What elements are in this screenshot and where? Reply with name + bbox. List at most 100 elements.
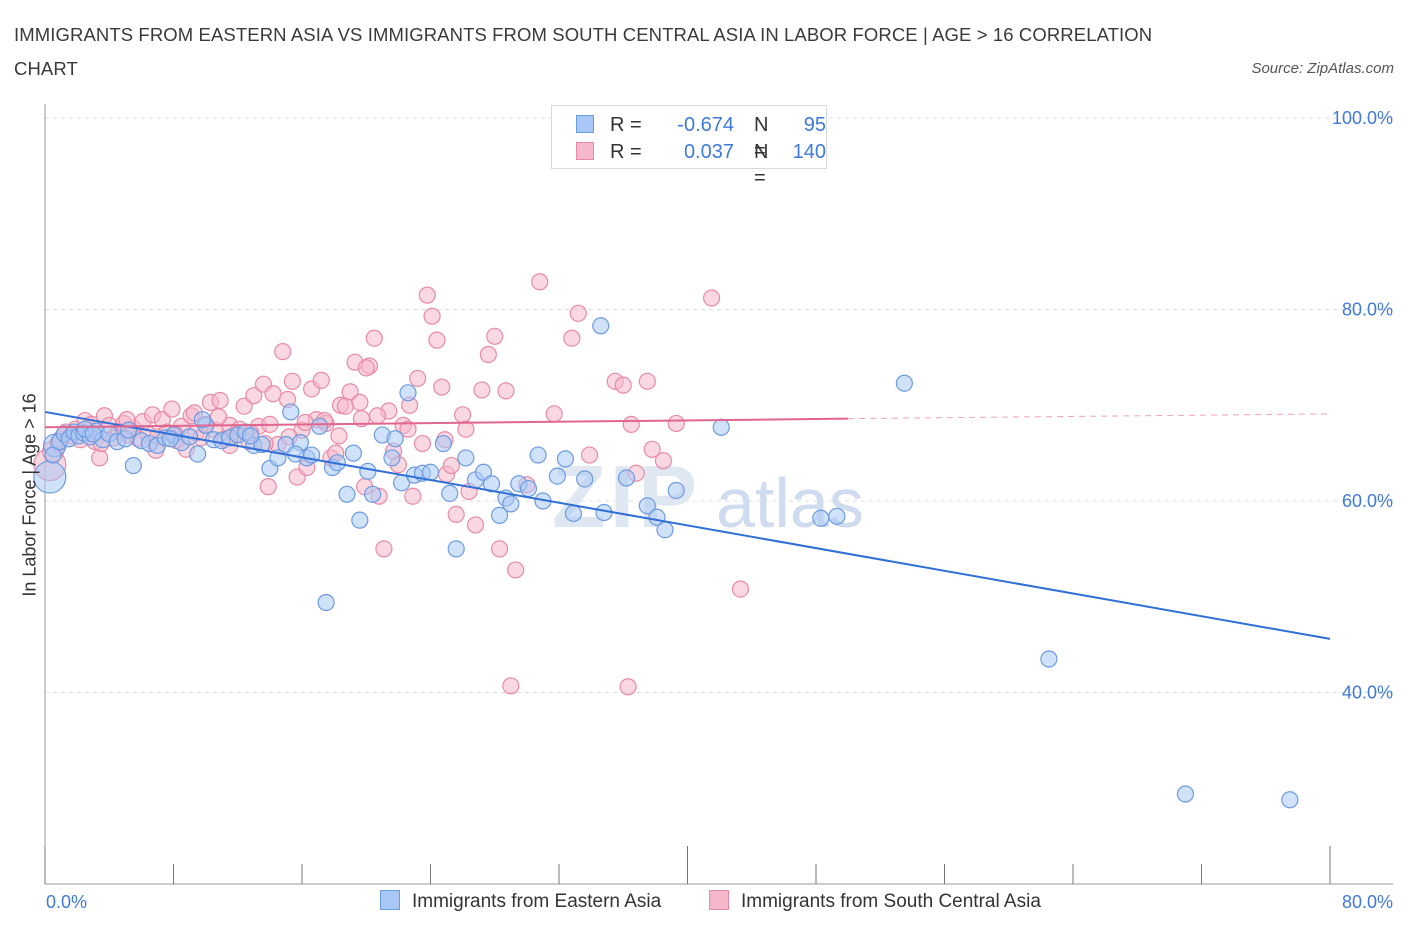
data-point-eastern-asia (490, 506, 509, 524)
data-point-eastern-asia (712, 418, 730, 436)
data-point-eastern-asia (317, 593, 335, 612)
bottom-legend-swatch-blue (380, 890, 400, 910)
data-point-south-central-asia (569, 304, 587, 322)
y-tick-label: 60.0% (1342, 491, 1393, 511)
data-point-south-central-asia (423, 307, 441, 325)
data-point-eastern-asia (359, 462, 377, 480)
source-label: Source: ZipAtlas.com (1251, 60, 1394, 77)
data-point-south-central-asia (368, 407, 387, 425)
data-point-eastern-asia (399, 384, 417, 402)
data-point-south-central-asia (442, 456, 460, 475)
data-point-south-central-asia (643, 440, 661, 458)
data-point-eastern-asia (1176, 785, 1195, 803)
data-point-eastern-asia (421, 463, 440, 481)
data-point-south-central-asia (351, 393, 369, 411)
data-point-south-central-asia (638, 372, 656, 390)
data-point-eastern-asia (351, 511, 369, 529)
data-point-eastern-asia (617, 469, 636, 487)
data-point-south-central-asia (507, 561, 525, 579)
data-point-south-central-asia (418, 286, 436, 304)
legend-swatch-blue (576, 115, 594, 133)
data-point-south-central-asia (486, 327, 504, 345)
data-point-eastern-asia (548, 467, 566, 485)
data-point-south-central-asia (375, 540, 393, 558)
data-point-eastern-asia (338, 485, 356, 503)
legend-n-label: N = (754, 141, 769, 189)
data-point-eastern-asia (828, 507, 846, 525)
bottom-legend-label: Immigrants from Eastern Asia (412, 891, 662, 912)
data-point-south-central-asia (479, 345, 497, 364)
data-point-south-central-asia (211, 391, 229, 410)
data-point-south-central-asia (413, 434, 432, 453)
data-point-eastern-asia (364, 485, 382, 503)
y-tick-labels: 40.0% 60.0% 80.0% 100.0% (1332, 108, 1393, 703)
y-tick-label: 40.0% (1342, 683, 1393, 703)
data-point-south-central-asia (428, 331, 446, 349)
data-point-eastern-asia (441, 484, 459, 502)
data-point-south-central-asia (447, 505, 465, 524)
data-point-eastern-asia (447, 540, 465, 558)
data-point-south-central-asia (619, 678, 637, 696)
data-point-south-central-asia (457, 420, 475, 438)
data-point-eastern-asia (386, 430, 404, 448)
y-axis-title: In Labor Force | Age > 16 (19, 393, 40, 597)
watermark-atlas: atlas (716, 464, 864, 542)
data-point-eastern-asia (592, 317, 610, 335)
data-point-south-central-asia (731, 580, 750, 598)
data-point-south-central-asia (545, 405, 563, 423)
data-point-eastern-asia (124, 456, 142, 475)
data-point-eastern-asia (638, 497, 656, 515)
data-point-eastern-asia (383, 449, 401, 467)
data-point-south-central-asia (296, 413, 314, 432)
data-point-south-central-asia (580, 446, 599, 464)
data-point-south-central-asia (283, 372, 301, 390)
data-point-eastern-asia (502, 495, 520, 513)
data-point-south-central-asia (312, 371, 330, 389)
data-point-south-central-asia (399, 420, 417, 438)
chart-title: IMMIGRANTS FROM EASTERN ASIA VS IMMIGRAN… (14, 24, 1153, 79)
trend-line-eastern-asia (44, 410, 1331, 640)
data-point-eastern-asia (556, 450, 575, 468)
data-point-south-central-asia (259, 478, 277, 496)
legend-r-label: R = (610, 141, 642, 163)
data-point-south-central-asia (622, 415, 640, 433)
data-point-south-central-asia (454, 406, 472, 424)
data-point-eastern-asia (282, 403, 300, 421)
trend-lines (44, 410, 1331, 640)
data-point-eastern-asia (119, 421, 138, 439)
data-point-eastern-asia (564, 504, 583, 523)
data-point-south-central-asia (531, 273, 549, 291)
data-point-eastern-asia (193, 411, 212, 429)
data-point-south-central-asia (502, 677, 520, 695)
data-point-eastern-asia (434, 434, 452, 453)
legend-n-value: 95 (803, 114, 826, 136)
data-point-south-central-asia (702, 289, 721, 307)
data-point-south-central-asia (404, 487, 422, 505)
data-point-eastern-asia (576, 470, 594, 488)
trend-line-south-central-asia-extension (848, 413, 1331, 420)
data-point-south-central-asia (91, 449, 109, 467)
data-point-south-central-asia (365, 329, 383, 347)
data-point-south-central-asia (264, 385, 282, 403)
data-point-eastern-asia (311, 417, 329, 435)
y-tick-label: 80.0% (1342, 300, 1393, 320)
bottom-legend-eastern-asia: Immigrants from Eastern Asia (380, 890, 661, 913)
data-point-eastern-asia (1281, 791, 1299, 809)
bottom-legend-label: Immigrants from South Central Asia (741, 891, 1041, 912)
correlation-legend: R = -0.674 N = 95 R = 0.037 N = 140 (551, 105, 827, 189)
x-tick-label-max: 80.0% (1342, 892, 1393, 912)
legend-r-value: 0.037 (683, 141, 734, 163)
legend-swatch-pink (576, 142, 594, 160)
data-point-south-central-asia (336, 397, 354, 415)
data-point-south-central-asia (466, 516, 485, 534)
data-point-south-central-asia (330, 427, 348, 445)
bottom-legend-swatch-pink (709, 890, 729, 910)
data-point-south-central-asia (614, 376, 632, 394)
data-point-south-central-asia (245, 387, 263, 405)
data-point-eastern-asia (188, 445, 207, 463)
axes (44, 104, 1393, 885)
data-point-eastern-asia (1040, 650, 1058, 668)
data-point-south-central-asia (490, 540, 509, 558)
data-point-south-central-asia (163, 400, 181, 418)
